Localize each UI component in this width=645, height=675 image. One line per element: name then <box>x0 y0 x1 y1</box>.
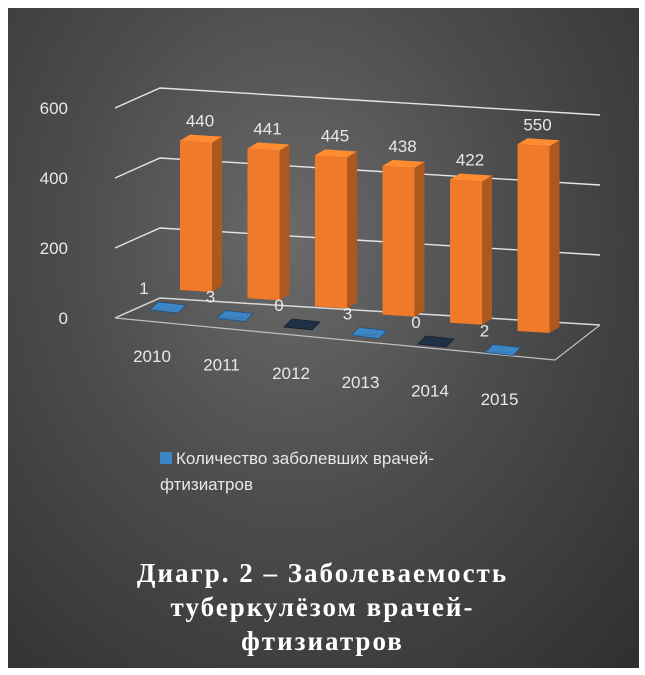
data-label-orange-2013: 438 <box>388 137 416 156</box>
x-tick-label-2010: 2010 <box>133 347 171 366</box>
legend-label-line-1: Количество заболевших врачей- <box>176 449 434 468</box>
caption-line-1: Диагр. 2 – Заболеваемость <box>136 558 509 588</box>
legend-label-line-2: фтизиатров <box>160 475 253 494</box>
bar-orange-top-2011 <box>247 142 290 151</box>
bar-orange-top-2013 <box>382 159 425 168</box>
caption-line-2: туберкулёзом врачей- <box>170 592 475 622</box>
bar-blue-2015 <box>484 344 522 356</box>
legend: Количество заболевших врачей- фтизиатров <box>160 446 520 498</box>
bar-orange-side-2015 <box>549 140 560 333</box>
data-label-blue-2015: 2 <box>480 322 489 341</box>
caption-line-3: фтизиатров <box>241 626 404 656</box>
x-tick-label-2014: 2014 <box>411 381 449 400</box>
x-tick-label-2011: 2011 <box>203 356 240 375</box>
x-tick-label-2015: 2015 <box>481 390 519 409</box>
bar-orange-side-2014 <box>482 175 492 325</box>
data-label-orange-2015: 550 <box>523 115 551 134</box>
data-label-blue-2011: 3 <box>206 288 215 307</box>
bar-blue-body-2011 <box>217 317 245 319</box>
bar-orange-top-2014 <box>450 173 492 182</box>
bar-blue-2013 <box>350 327 388 339</box>
bar-blue-body-2015 <box>485 351 513 353</box>
bar-blue-2012 <box>283 318 321 331</box>
data-label-orange-2014: 422 <box>456 151 484 170</box>
y-tick-label-200: 200 <box>40 239 68 258</box>
bar-orange-side-2013 <box>414 161 425 317</box>
bar-orange-side-2011 <box>279 144 290 301</box>
bar-orange-front-2012 <box>315 155 347 309</box>
bar-blue-2011 <box>216 310 254 322</box>
x-tick-label-2012: 2012 <box>272 364 310 383</box>
bar-blue-body-2013 <box>351 334 379 336</box>
figure-caption: Диагр. 2 – Заболеваемость туберкулёзом в… <box>0 556 645 658</box>
data-label-orange-2011: 441 <box>253 119 281 138</box>
bar-orange-front-2015 <box>517 144 550 333</box>
y-tick-label-0: 0 <box>59 309 68 328</box>
x-tick-label-2013: 2013 <box>342 373 380 392</box>
data-label-blue-2010: 1 <box>139 279 148 298</box>
bar-orange-front-2011 <box>247 148 280 301</box>
legend-swatch-blue <box>160 452 172 464</box>
data-label-orange-2012: 445 <box>321 126 349 145</box>
floor-front-edge <box>114 317 601 361</box>
bar-orange-side-2012 <box>347 151 357 309</box>
bar-orange-front-2013 <box>382 165 415 317</box>
bar-orange-top-2010 <box>180 134 222 143</box>
gridline-400 <box>114 157 601 186</box>
y-tick-label-400: 400 <box>40 169 68 188</box>
bar-orange-front-2014 <box>450 179 482 325</box>
bar-orange-front-2010 <box>180 140 212 292</box>
bar-chart-3d: 0200400600440120104413201144502012438320… <box>40 87 601 409</box>
data-label-blue-2012: 0 <box>274 296 283 315</box>
gridline-600 <box>114 87 601 116</box>
bar-orange-side-2010 <box>212 136 222 292</box>
bar-orange-top-2012 <box>315 149 357 158</box>
data-label-blue-2013: 3 <box>343 305 352 324</box>
bar-orange-top-2015 <box>517 138 560 147</box>
bar-blue-2010 <box>149 301 187 314</box>
data-label-orange-2010: 440 <box>186 112 214 131</box>
y-tick-label-600: 600 <box>40 99 68 118</box>
bar-blue-2014 <box>417 335 455 348</box>
data-label-blue-2014: 0 <box>411 313 420 332</box>
